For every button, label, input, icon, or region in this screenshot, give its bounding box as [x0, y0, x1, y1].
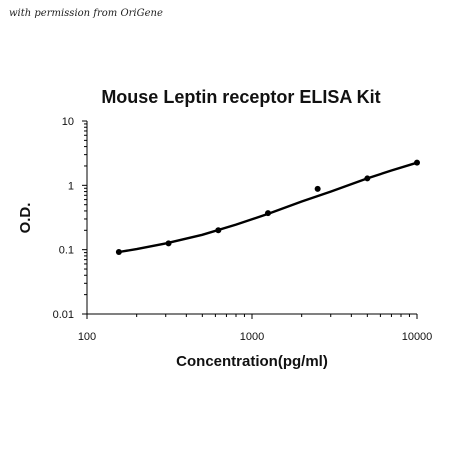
data-point [414, 159, 420, 166]
x-tick-label: 1000 [240, 331, 264, 343]
data-point [165, 240, 172, 247]
tick-marks [82, 120, 418, 319]
data-point [115, 248, 122, 255]
y-tick-label: 0.1 [59, 245, 74, 257]
data-point [264, 210, 271, 217]
data-point [215, 227, 222, 234]
y-tick-label: 1 [68, 180, 74, 192]
fit-curve [118, 161, 418, 254]
permission-credit: with permission from OriGene [9, 8, 163, 19]
x-tick-label: 100 [78, 331, 96, 343]
tick-labels: 0.01 0.1 1 10 100 1000 10000 [53, 116, 433, 343]
y-tick-label: 10 [62, 116, 74, 128]
data-point [314, 185, 321, 192]
y-axis-label: O.D. [17, 203, 34, 234]
x-axis-label: Concentration(pg/ml) [176, 353, 328, 370]
x-tick-label: 10000 [402, 331, 433, 343]
chart-title: Mouse Leptin receptor ELISA Kit [101, 87, 380, 107]
y-tick-label: 0.01 [53, 309, 74, 321]
axes [86, 121, 417, 315]
data-point [364, 175, 371, 182]
data-points [115, 159, 420, 255]
